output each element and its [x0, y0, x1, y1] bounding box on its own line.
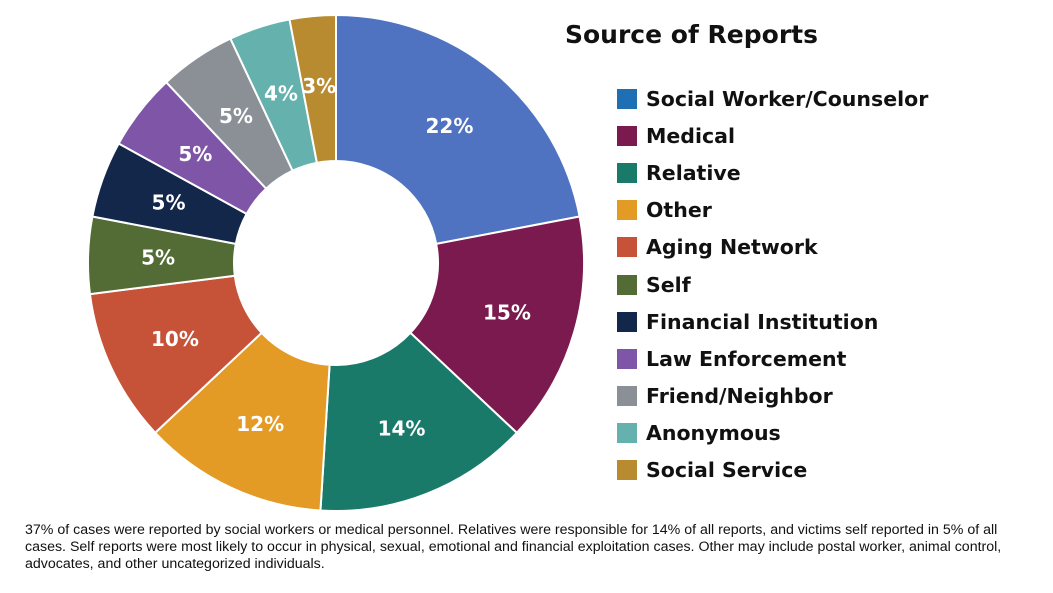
legend-item-other: Other	[617, 192, 928, 229]
legend-label: Relative	[646, 160, 741, 185]
legend-swatch	[617, 125, 637, 146]
slice-label-other: 12%	[236, 412, 284, 436]
slice-social-service	[288, 13, 337, 164]
legend-swatch	[617, 460, 637, 481]
legend-swatch	[617, 274, 637, 295]
slice-label-social-service: 3%	[302, 74, 336, 98]
legend-item-financial-institution: Financial Institution	[617, 303, 928, 340]
slice-label-law-enforcement: 5%	[178, 142, 212, 166]
legend-label: Self	[646, 272, 691, 297]
legend-label: Other	[646, 198, 712, 223]
legend-swatch	[617, 162, 637, 183]
legend-item-self: Self	[617, 266, 928, 303]
legend-label: Law Enforcement	[646, 346, 847, 371]
slice-medical	[408, 215, 585, 435]
legend-item-anonymous: Anonymous	[617, 415, 928, 452]
legend-swatch	[617, 237, 637, 258]
chart-caption: 37% of cases were reported by social wor…	[25, 522, 1002, 572]
slice-label-social-worker-counselor: 22%	[426, 114, 474, 138]
slice-label-financial-institution: 5%	[152, 191, 186, 215]
slice-label-aging-network: 10%	[151, 327, 199, 351]
slice-label-relative: 14%	[378, 417, 426, 441]
legend-item-law-enforcement: Law Enforcement	[617, 340, 928, 377]
slice-other	[153, 331, 331, 512]
chart-legend: Social Worker/Counselor Medical Relative Ot…	[617, 80, 928, 489]
donut-slices	[87, 13, 585, 512]
legend-label: Financial Institution	[646, 309, 879, 334]
legend-swatch	[617, 88, 637, 109]
legend-swatch	[617, 423, 637, 444]
slice-label-medical: 15%	[483, 301, 531, 325]
slice-label-self: 5%	[141, 245, 175, 269]
legend-label: Social Worker/Counselor	[646, 86, 929, 111]
legend-swatch	[617, 348, 637, 369]
legend-item-aging-network: Aging Network	[617, 229, 928, 266]
legend-swatch	[617, 386, 637, 407]
legend-label: Medical	[646, 123, 736, 148]
legend-label: Social Service	[646, 458, 808, 483]
legend-item-relative: Relative	[617, 154, 928, 191]
slice-label-anonymous: 4%	[264, 82, 298, 106]
legend-swatch	[617, 200, 637, 221]
legend-item-social-service: Social Service	[617, 452, 928, 489]
legend-item-social-worker-counselor: Social Worker/Counselor	[617, 80, 928, 117]
chart-title: Source of Reports	[565, 20, 818, 49]
slice-social-worker-counselor	[335, 13, 581, 246]
legend-label: Aging Network	[646, 235, 818, 260]
legend-label: Anonymous	[646, 421, 781, 446]
legend-item-medical: Medical	[617, 117, 928, 154]
slice-relative	[319, 331, 519, 512]
donut-slice-labels: 22% 15% 14% 12% 10% 5% 5% 5% 5% 4% 3%	[141, 74, 531, 441]
slice-label-friend-neighbor: 5%	[219, 104, 253, 128]
legend-item-friend-neighbor: Friend/Neighbor	[617, 378, 928, 415]
legend-label: Friend/Neighbor	[646, 384, 833, 409]
legend-swatch	[617, 311, 637, 332]
